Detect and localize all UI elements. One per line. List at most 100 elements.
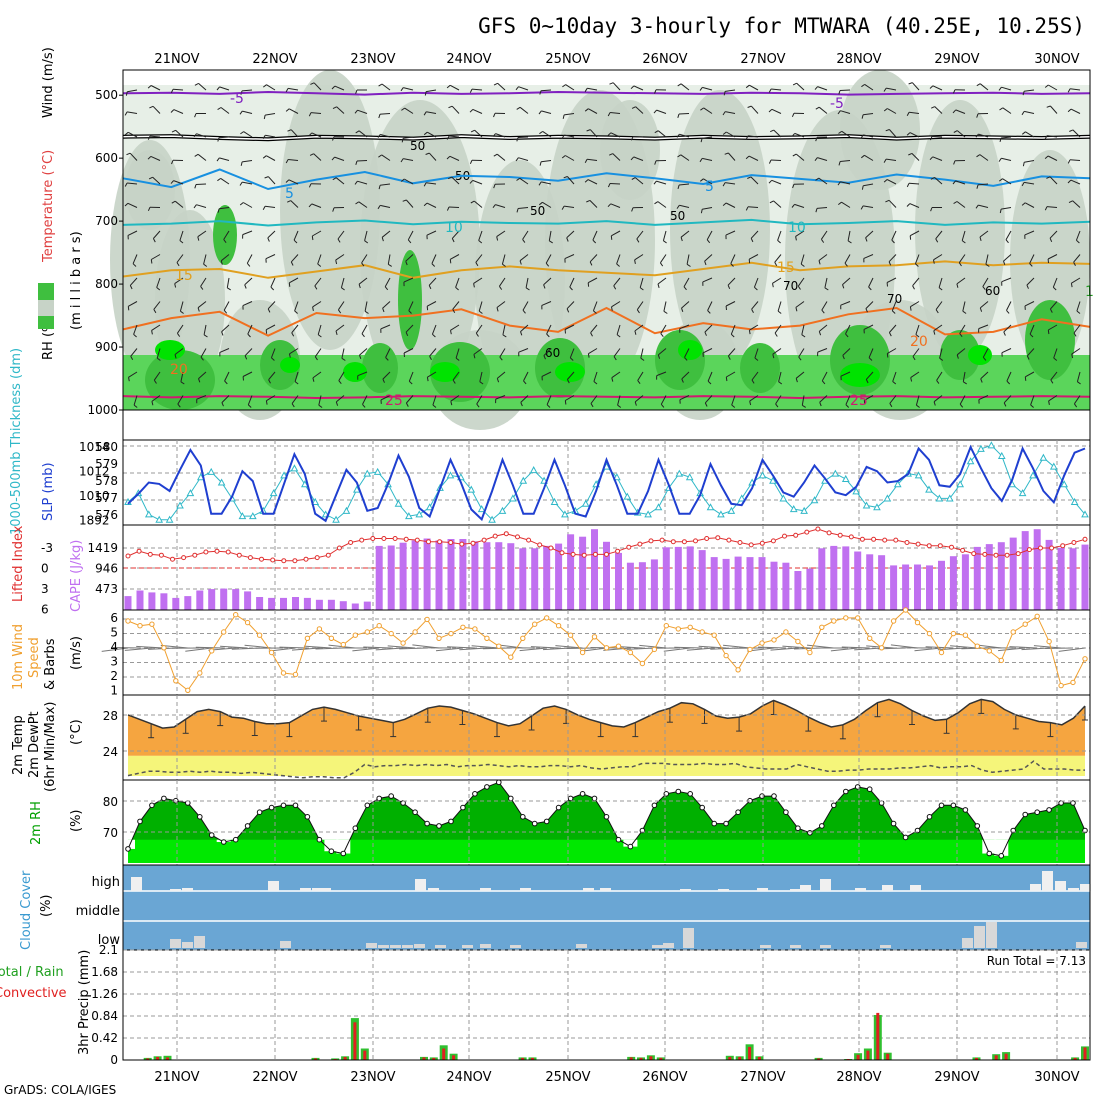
wind-barb-flag xyxy=(630,156,635,161)
thickness-marker xyxy=(873,503,881,511)
cape-bar xyxy=(507,543,515,610)
wind-speed-marker xyxy=(843,615,849,621)
wind-barb-flag xyxy=(469,180,474,184)
wind-barb xyxy=(449,155,460,161)
wind-barb xyxy=(840,371,851,377)
wind-barb xyxy=(449,84,460,91)
wind-barb xyxy=(612,82,621,91)
cape-bar xyxy=(220,588,228,610)
wind-barb xyxy=(152,105,161,114)
wind-barb-flag xyxy=(1022,162,1025,167)
wind-barb xyxy=(179,301,184,312)
rh2m-marker xyxy=(531,820,538,827)
cape-bar xyxy=(722,558,730,610)
wind-barb-flag xyxy=(654,89,657,94)
wind-barb xyxy=(1072,129,1081,138)
thickness-marker xyxy=(425,503,434,511)
wind-speed-marker xyxy=(388,630,394,637)
wind-barb-flag xyxy=(310,82,315,85)
wind-barb-flag xyxy=(408,310,412,314)
rh2m-lower-area xyxy=(128,839,1085,863)
wind-barb-flag xyxy=(148,176,153,180)
wind-speed-marker xyxy=(376,623,382,629)
wind-tick-label: 3 xyxy=(110,655,118,669)
wind-barb xyxy=(431,254,437,264)
wind-barb xyxy=(633,156,644,161)
wind-speed-marker xyxy=(807,649,813,656)
li-axis-title: Lifted Index xyxy=(11,525,26,602)
thickness-marker xyxy=(1018,489,1027,497)
wind-barb-flag xyxy=(335,259,338,265)
wind-barb xyxy=(288,87,299,91)
wind-barb xyxy=(203,324,207,335)
wind-barb-10m xyxy=(626,647,655,650)
wind-barb xyxy=(518,157,529,161)
isotherm-label: 15 xyxy=(175,268,193,284)
wind-speed-marker xyxy=(555,623,562,629)
wind-barb-flag xyxy=(355,201,360,205)
wind-barb xyxy=(341,348,345,359)
wind-barb xyxy=(149,135,161,138)
wind-barb-flag xyxy=(818,260,821,265)
wind-barb-flag xyxy=(314,356,318,361)
wind-barb-flag xyxy=(909,306,912,311)
thickness-marker xyxy=(623,492,632,500)
wind-barb-flag xyxy=(768,88,772,93)
thickness-marker xyxy=(685,473,694,481)
wind-barb-flag xyxy=(611,306,613,311)
wind-barb xyxy=(220,177,230,185)
wind-barb-flag xyxy=(1046,176,1051,179)
wind-barb xyxy=(778,371,782,382)
wind-barb xyxy=(886,87,897,91)
wind-barb-flag xyxy=(845,404,850,408)
cape-bar xyxy=(758,557,766,610)
rh2m-marker xyxy=(974,823,981,829)
precip-convective-bar xyxy=(975,1057,978,1060)
wind-barb-flag xyxy=(795,236,797,241)
isotherm-line xyxy=(122,218,1091,227)
cape-bar xyxy=(842,546,850,610)
wind-barb xyxy=(546,324,552,335)
li-marker xyxy=(125,553,131,559)
wind-barb-flag xyxy=(193,204,197,209)
wind-barb xyxy=(474,129,483,138)
wind-barb-flag xyxy=(262,84,267,88)
wind-barb-flag xyxy=(772,354,775,359)
wind-barb xyxy=(128,301,138,307)
wind-barb xyxy=(1050,371,1058,381)
wind-barb xyxy=(548,230,552,241)
slp-tick-label: 1014 xyxy=(79,440,110,454)
wind-barb xyxy=(683,277,690,287)
rh2m-marker xyxy=(795,825,801,832)
wind-barb xyxy=(564,134,575,138)
thickness-marker xyxy=(363,469,372,477)
wind-barb-flag xyxy=(906,183,910,188)
thickness-marker xyxy=(789,505,798,513)
wind-barb-flag xyxy=(223,309,228,314)
wind-barb-flag xyxy=(1003,331,1006,336)
rh2m-marker xyxy=(866,786,873,793)
wind-barb xyxy=(747,206,759,208)
wind-barb xyxy=(771,88,782,91)
wind-barb-flag xyxy=(447,176,453,180)
li-marker xyxy=(570,551,576,557)
wind-barb xyxy=(270,277,276,288)
wind-speed-marker xyxy=(950,630,957,637)
li-marker xyxy=(993,552,999,558)
li-marker xyxy=(236,552,242,558)
wind-barb xyxy=(844,254,851,264)
cloud-low-bar xyxy=(880,945,891,948)
wind-barb-flag xyxy=(885,199,890,203)
wind-barb-flag xyxy=(180,310,184,314)
wind-barb xyxy=(294,371,299,382)
cloud-high-bar xyxy=(910,885,921,891)
wind-barb-10m xyxy=(375,647,404,651)
precip-convective-bar xyxy=(363,1050,367,1060)
wind-barb xyxy=(1030,395,1035,406)
cape-bar xyxy=(961,554,969,610)
wind-barb xyxy=(1003,254,1012,262)
precip-convective-bar xyxy=(422,1057,426,1060)
wind-speed-marker xyxy=(209,648,215,654)
thickness-marker xyxy=(186,489,195,497)
cape-tick-label: 473 xyxy=(95,582,118,596)
